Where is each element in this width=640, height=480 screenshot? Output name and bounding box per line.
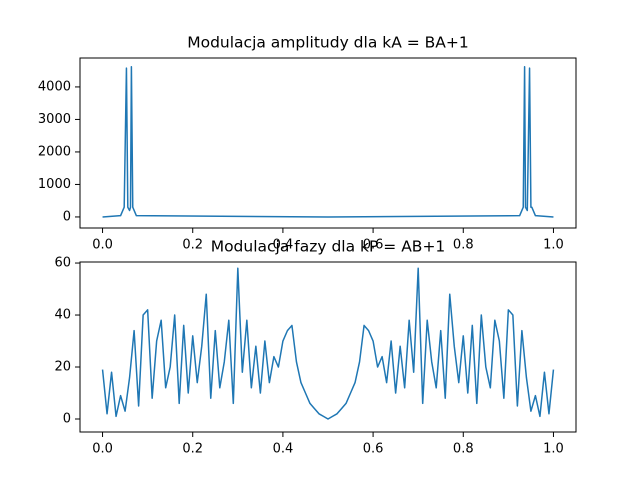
chart-title: Modulacja amplitudy dla kA = BA+1	[187, 34, 469, 52]
chart-title: Modulacja fazy dla kP = AB+1	[211, 238, 446, 256]
x-tick-label: 0.8	[453, 238, 474, 253]
y-tick-label: 0	[63, 209, 71, 224]
y-tick-label: 40	[54, 308, 71, 323]
y-tick-label: 2000	[38, 144, 71, 159]
x-tick-label: 0.6	[363, 238, 384, 253]
line-series	[101, 267, 555, 420]
x-tick-label: 1.0	[543, 238, 564, 253]
y-tick-label: 3000	[38, 112, 71, 127]
x-tick-label: 0.2	[182, 238, 203, 253]
x-tick-label: 0.2	[182, 442, 203, 457]
line-series	[102, 66, 554, 218]
axes-frame	[79, 57, 577, 229]
axes-frame	[79, 261, 577, 433]
x-tick-label: 0.8	[453, 442, 474, 457]
x-tick-label: 0.0	[92, 238, 113, 253]
x-tick-label: 0.4	[273, 238, 294, 253]
x-tick-label: 0.6	[363, 442, 384, 457]
y-tick-label: 1000	[38, 177, 71, 192]
y-tick-label: 60	[54, 256, 71, 271]
x-tick-label: 1.0	[543, 442, 564, 457]
y-tick-label: 4000	[38, 79, 71, 94]
y-tick-label: 20	[54, 360, 71, 375]
x-tick-label: 0.4	[273, 442, 294, 457]
x-tick-label: 0.0	[92, 442, 113, 457]
y-tick-label: 0	[63, 412, 71, 427]
